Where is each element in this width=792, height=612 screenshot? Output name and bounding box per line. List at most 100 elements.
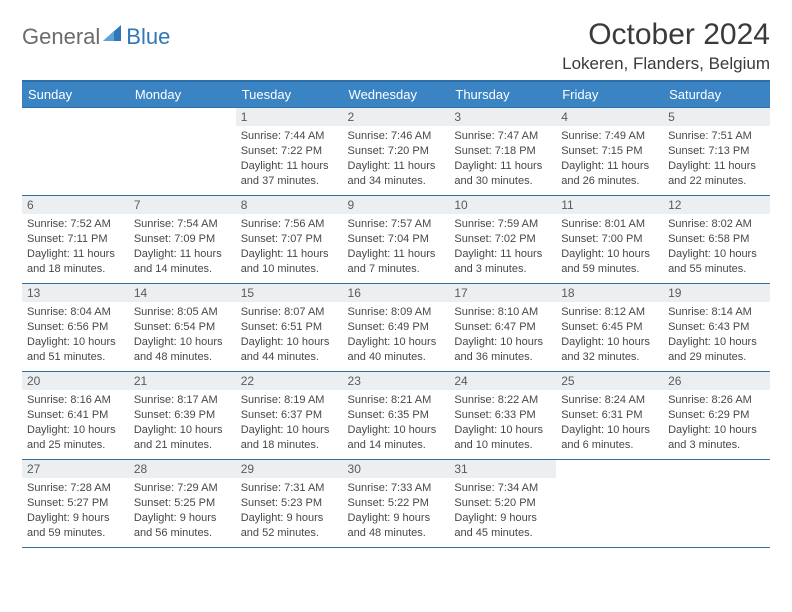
day-body: Sunrise: 7:59 AMSunset: 7:02 PMDaylight:… <box>449 214 556 279</box>
day-number: 29 <box>236 460 343 478</box>
daylight-text: Daylight: 11 hours and 10 minutes. <box>241 247 338 277</box>
sunrise-text: Sunrise: 8:10 AM <box>454 305 551 320</box>
daylight-text: Daylight: 10 hours and 6 minutes. <box>561 423 658 453</box>
calendar-day-cell: 28Sunrise: 7:29 AMSunset: 5:25 PMDayligh… <box>129 460 236 548</box>
calendar-day-cell: 26Sunrise: 8:26 AMSunset: 6:29 PMDayligh… <box>663 372 770 460</box>
calendar-day-cell: 16Sunrise: 8:09 AMSunset: 6:49 PMDayligh… <box>343 284 450 372</box>
sunrise-text: Sunrise: 7:49 AM <box>561 129 658 144</box>
day-body: Sunrise: 7:49 AMSunset: 7:15 PMDaylight:… <box>556 126 663 191</box>
calendar-day-cell: 18Sunrise: 8:12 AMSunset: 6:45 PMDayligh… <box>556 284 663 372</box>
calendar-day-cell: 12Sunrise: 8:02 AMSunset: 6:58 PMDayligh… <box>663 196 770 284</box>
sunset-text: Sunset: 6:33 PM <box>454 408 551 423</box>
day-body: Sunrise: 8:09 AMSunset: 6:49 PMDaylight:… <box>343 302 450 367</box>
calendar-week-row: 6Sunrise: 7:52 AMSunset: 7:11 PMDaylight… <box>22 196 770 284</box>
calendar-day-cell: 13Sunrise: 8:04 AMSunset: 6:56 PMDayligh… <box>22 284 129 372</box>
calendar-week-row: 1Sunrise: 7:44 AMSunset: 7:22 PMDaylight… <box>22 108 770 196</box>
weekday-header: Tuesday <box>236 81 343 108</box>
logo-text-general: General <box>22 24 100 50</box>
day-body: Sunrise: 8:05 AMSunset: 6:54 PMDaylight:… <box>129 302 236 367</box>
calendar-week-row: 27Sunrise: 7:28 AMSunset: 5:27 PMDayligh… <box>22 460 770 548</box>
sunset-text: Sunset: 5:20 PM <box>454 496 551 511</box>
day-number: 1 <box>236 108 343 126</box>
sunrise-text: Sunrise: 8:21 AM <box>348 393 445 408</box>
daylight-text: Daylight: 10 hours and 21 minutes. <box>134 423 231 453</box>
calendar-day-cell: 11Sunrise: 8:01 AMSunset: 7:00 PMDayligh… <box>556 196 663 284</box>
day-body: Sunrise: 7:29 AMSunset: 5:25 PMDaylight:… <box>129 478 236 543</box>
sunrise-text: Sunrise: 8:14 AM <box>668 305 765 320</box>
day-number: 3 <box>449 108 556 126</box>
day-number: 2 <box>343 108 450 126</box>
sunrise-text: Sunrise: 7:59 AM <box>454 217 551 232</box>
calendar-day-cell: 30Sunrise: 7:33 AMSunset: 5:22 PMDayligh… <box>343 460 450 548</box>
day-number: 13 <box>22 284 129 302</box>
daylight-text: Daylight: 11 hours and 22 minutes. <box>668 159 765 189</box>
day-body: Sunrise: 7:51 AMSunset: 7:13 PMDaylight:… <box>663 126 770 191</box>
day-body: Sunrise: 7:31 AMSunset: 5:23 PMDaylight:… <box>236 478 343 543</box>
sunset-text: Sunset: 6:54 PM <box>134 320 231 335</box>
calendar-day-cell: 7Sunrise: 7:54 AMSunset: 7:09 PMDaylight… <box>129 196 236 284</box>
logo: General Blue <box>22 24 170 50</box>
sunrise-text: Sunrise: 7:52 AM <box>27 217 124 232</box>
daylight-text: Daylight: 9 hours and 48 minutes. <box>348 511 445 541</box>
day-number: 12 <box>663 196 770 214</box>
day-number: 20 <box>22 372 129 390</box>
day-number: 7 <box>129 196 236 214</box>
day-number <box>663 460 770 464</box>
calendar-day-cell: 24Sunrise: 8:22 AMSunset: 6:33 PMDayligh… <box>449 372 556 460</box>
day-body: Sunrise: 7:54 AMSunset: 7:09 PMDaylight:… <box>129 214 236 279</box>
day-number: 27 <box>22 460 129 478</box>
sunset-text: Sunset: 6:41 PM <box>27 408 124 423</box>
day-number: 24 <box>449 372 556 390</box>
daylight-text: Daylight: 9 hours and 56 minutes. <box>134 511 231 541</box>
day-body: Sunrise: 7:44 AMSunset: 7:22 PMDaylight:… <box>236 126 343 191</box>
sunrise-text: Sunrise: 7:29 AM <box>134 481 231 496</box>
sunrise-text: Sunrise: 8:09 AM <box>348 305 445 320</box>
calendar-day-cell: 25Sunrise: 8:24 AMSunset: 6:31 PMDayligh… <box>556 372 663 460</box>
sunrise-text: Sunrise: 7:54 AM <box>134 217 231 232</box>
day-number: 19 <box>663 284 770 302</box>
header: General Blue October 2024 Lokeren, Fland… <box>22 18 770 74</box>
sunset-text: Sunset: 6:39 PM <box>134 408 231 423</box>
sunset-text: Sunset: 7:04 PM <box>348 232 445 247</box>
calendar-table: Sunday Monday Tuesday Wednesday Thursday… <box>22 80 770 548</box>
sunset-text: Sunset: 6:47 PM <box>454 320 551 335</box>
day-body: Sunrise: 8:10 AMSunset: 6:47 PMDaylight:… <box>449 302 556 367</box>
sunrise-text: Sunrise: 8:04 AM <box>27 305 124 320</box>
sunset-text: Sunset: 7:11 PM <box>27 232 124 247</box>
sunrise-text: Sunrise: 8:16 AM <box>27 393 124 408</box>
calendar-day-cell: 27Sunrise: 7:28 AMSunset: 5:27 PMDayligh… <box>22 460 129 548</box>
sunrise-text: Sunrise: 8:02 AM <box>668 217 765 232</box>
day-number: 14 <box>129 284 236 302</box>
sunset-text: Sunset: 5:23 PM <box>241 496 338 511</box>
daylight-text: Daylight: 11 hours and 34 minutes. <box>348 159 445 189</box>
weekday-header: Monday <box>129 81 236 108</box>
daylight-text: Daylight: 10 hours and 55 minutes. <box>668 247 765 277</box>
sunset-text: Sunset: 6:31 PM <box>561 408 658 423</box>
weekday-header: Friday <box>556 81 663 108</box>
day-number: 15 <box>236 284 343 302</box>
day-number: 8 <box>236 196 343 214</box>
day-body: Sunrise: 8:12 AMSunset: 6:45 PMDaylight:… <box>556 302 663 367</box>
sunset-text: Sunset: 6:43 PM <box>668 320 765 335</box>
daylight-text: Daylight: 10 hours and 44 minutes. <box>241 335 338 365</box>
calendar-day-cell: 14Sunrise: 8:05 AMSunset: 6:54 PMDayligh… <box>129 284 236 372</box>
day-number: 9 <box>343 196 450 214</box>
daylight-text: Daylight: 10 hours and 40 minutes. <box>348 335 445 365</box>
sunrise-text: Sunrise: 7:47 AM <box>454 129 551 144</box>
day-number: 5 <box>663 108 770 126</box>
calendar-day-cell: 5Sunrise: 7:51 AMSunset: 7:13 PMDaylight… <box>663 108 770 196</box>
weekday-header: Saturday <box>663 81 770 108</box>
sunrise-text: Sunrise: 7:31 AM <box>241 481 338 496</box>
sunrise-text: Sunrise: 8:12 AM <box>561 305 658 320</box>
day-number: 6 <box>22 196 129 214</box>
day-number: 25 <box>556 372 663 390</box>
day-number: 17 <box>449 284 556 302</box>
day-body: Sunrise: 8:22 AMSunset: 6:33 PMDaylight:… <box>449 390 556 455</box>
day-body: Sunrise: 7:52 AMSunset: 7:11 PMDaylight:… <box>22 214 129 279</box>
day-body: Sunrise: 7:47 AMSunset: 7:18 PMDaylight:… <box>449 126 556 191</box>
day-body: Sunrise: 7:56 AMSunset: 7:07 PMDaylight:… <box>236 214 343 279</box>
calendar-day-cell: 21Sunrise: 8:17 AMSunset: 6:39 PMDayligh… <box>129 372 236 460</box>
daylight-text: Daylight: 10 hours and 51 minutes. <box>27 335 124 365</box>
day-number: 4 <box>556 108 663 126</box>
calendar-day-cell <box>22 108 129 196</box>
